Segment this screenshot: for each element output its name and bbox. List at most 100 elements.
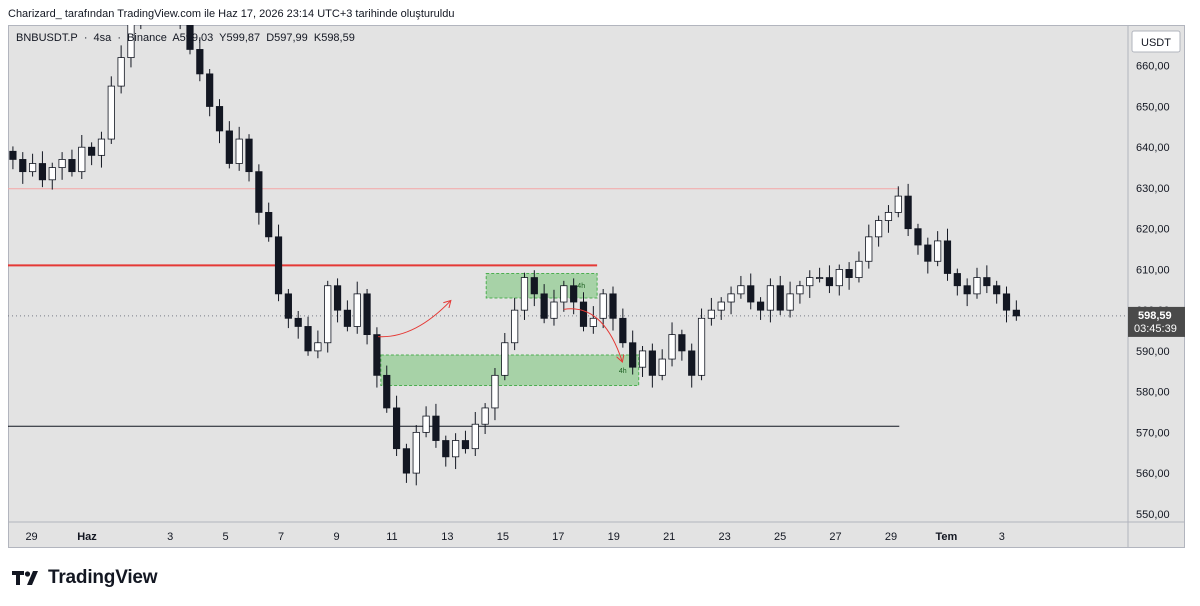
price-chart[interactable]: 4h 4h 660,00 650,00 640,00 630,00 620,00 610,0… [8, 25, 1185, 548]
candle-bullish [589, 317, 597, 327]
candle-bullish [550, 301, 558, 319]
candle-bullish [48, 167, 56, 181]
last-price-value: 598,59 [1138, 310, 1172, 322]
time-tick-label: 29 [25, 531, 37, 543]
candle-bearish [215, 106, 224, 132]
ohlc-open: A599,03 [172, 32, 214, 44]
candle-bullish [875, 220, 883, 238]
annotation-arrows [378, 301, 622, 361]
price-tick-label: 660,00 [1136, 61, 1170, 73]
candle-bullish [727, 293, 735, 303]
annotation-arrow-2[interactable] [563, 308, 622, 361]
candle-bullish [491, 374, 499, 409]
candle-bearish [540, 293, 548, 319]
time-tick-label: 29 [885, 531, 897, 543]
candle-bearish [570, 285, 578, 303]
demand-zone-2[interactable] [380, 354, 640, 387]
candle-bullish [520, 277, 529, 311]
currency-button[interactable]: USDT [1131, 30, 1181, 53]
candle-bullish [737, 285, 745, 295]
price-tick-label: 640,00 [1136, 142, 1170, 154]
price-tick-label: 580,00 [1136, 387, 1170, 399]
candle-bullish [766, 285, 775, 311]
price-tick-label: 620,00 [1136, 224, 1170, 236]
candle-bearish [579, 301, 588, 327]
candle-bearish [294, 317, 302, 327]
currency-button-label[interactable]: USDT [1141, 37, 1171, 49]
legend-dot: · [117, 32, 122, 44]
candle-bearish [924, 244, 932, 262]
time-tick-label: 5 [223, 531, 229, 543]
time-tick-label: 27 [829, 531, 841, 543]
price-tick-label: 550,00 [1136, 509, 1170, 521]
candle-bearish [983, 277, 991, 287]
candle-bearish [776, 285, 784, 311]
candle-bearish [284, 293, 292, 319]
candle-bearish [274, 236, 283, 295]
time-tick-label: 19 [608, 531, 620, 543]
candle-bullish [560, 285, 568, 303]
candle-bullish [884, 211, 893, 221]
symbol-name[interactable]: BNBUSDT.P [16, 32, 78, 44]
candle-bullish [501, 342, 509, 376]
price-axis: 660,00650,00640,00630,00620,00610,00600,… [1128, 30, 1185, 521]
candle-bearish [392, 407, 401, 450]
time-axis: 29 Haz 3 5 7 9 11 13 15 17 19 21 23 25 27 29 Tem 3 [25, 531, 1004, 543]
candle-bullish [835, 269, 843, 287]
candle-bearish [196, 49, 204, 75]
demand-zone-label-2: 4h [619, 368, 627, 375]
candle-bearish [383, 374, 391, 409]
annotation-arrow-1[interactable] [378, 301, 450, 338]
candle-bearish [825, 277, 834, 287]
candle-bearish [845, 269, 853, 278]
candle-bullish [127, 25, 135, 58]
candle-bullish [806, 277, 814, 287]
candle-bearish [678, 334, 686, 352]
candle-bearish [38, 163, 47, 181]
legend-dot: · [83, 32, 88, 44]
candle-bullish [314, 342, 322, 352]
time-tick-label: Haz [77, 531, 97, 543]
candle-bullish [452, 440, 460, 458]
candle-bullish [412, 431, 420, 474]
time-tick-label: 17 [552, 531, 564, 543]
candle-bearish [373, 334, 381, 376]
candle-bullish [865, 236, 873, 262]
candle-bullish [481, 407, 489, 425]
candle-bearish [629, 342, 637, 368]
price-tick-label: 590,00 [1136, 346, 1170, 358]
price-tick-label: 560,00 [1136, 468, 1170, 480]
symbol-interval[interactable]: 4sa [93, 32, 112, 44]
candle-bearish [265, 211, 273, 238]
tradingview-logo: TradingView [12, 567, 158, 589]
candle-bearish [747, 285, 755, 303]
gridlines [8, 25, 1185, 548]
candle-bearish [914, 228, 922, 246]
candle-bearish [333, 285, 342, 311]
candle-bearish [88, 146, 96, 156]
demand-zones: 4h 4h [380, 273, 640, 387]
tradingview-logo-text: TradingView [48, 567, 158, 588]
drawn-lines [8, 188, 1128, 427]
candle-bearish [442, 440, 450, 458]
time-tick-label: 15 [497, 531, 509, 543]
demand-zone-label-1: 4h [577, 283, 585, 290]
price-tick-label: 630,00 [1136, 183, 1170, 195]
price-tick-label: 570,00 [1136, 427, 1170, 439]
candle-bullish [786, 293, 794, 311]
last-price-box [1128, 306, 1185, 337]
candle-bearish [68, 159, 76, 173]
candle-bullish [58, 159, 66, 168]
candle-bullish [235, 138, 243, 164]
candle-bearish [609, 293, 617, 319]
candle-bullish [973, 277, 981, 295]
candle-bearish [904, 195, 912, 230]
tradingview-logo-icon [12, 571, 38, 585]
candle-bearish [1012, 309, 1020, 317]
candle-bullish [97, 138, 106, 156]
price-tick-label: 650,00 [1136, 101, 1170, 113]
candle-bearish [402, 448, 411, 474]
candle-bullish [934, 240, 942, 262]
currency-button-box[interactable] [1131, 30, 1181, 53]
